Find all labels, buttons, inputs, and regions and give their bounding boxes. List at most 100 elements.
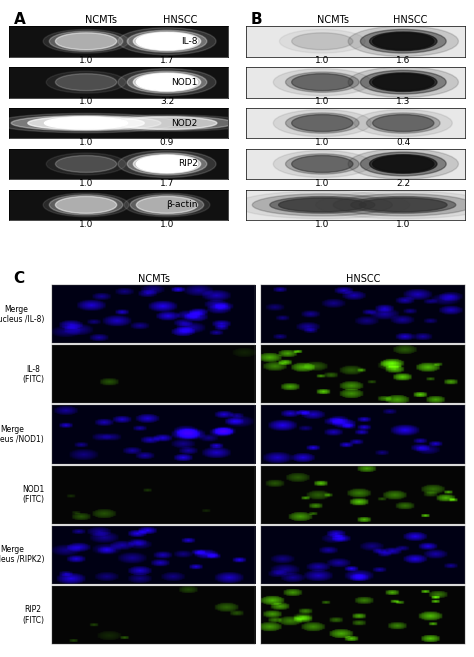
Text: RIP2
(FITC): RIP2 (FITC): [22, 605, 44, 625]
Text: 1.0: 1.0: [79, 97, 93, 106]
Ellipse shape: [252, 194, 392, 216]
Text: 1.0: 1.0: [79, 179, 93, 188]
Text: HNSCC: HNSCC: [163, 14, 197, 24]
Ellipse shape: [127, 153, 207, 175]
Ellipse shape: [49, 31, 123, 51]
Ellipse shape: [351, 196, 456, 213]
Ellipse shape: [55, 74, 117, 91]
Ellipse shape: [55, 156, 117, 172]
Ellipse shape: [55, 33, 117, 50]
Text: 2.2: 2.2: [396, 179, 410, 188]
Ellipse shape: [117, 117, 217, 129]
Text: 1.7: 1.7: [160, 57, 174, 65]
Text: NOD1: NOD1: [171, 78, 198, 87]
Text: 1.7: 1.7: [160, 179, 174, 188]
Text: IL-8
(FITC): IL-8 (FITC): [22, 365, 44, 384]
Ellipse shape: [49, 194, 123, 215]
Ellipse shape: [373, 156, 434, 172]
Ellipse shape: [285, 72, 359, 92]
Text: HNSCC: HNSCC: [346, 274, 380, 284]
Text: Merge
(Nucleus /IL-8): Merge (Nucleus /IL-8): [0, 305, 44, 324]
Text: RIP2: RIP2: [178, 160, 198, 168]
Ellipse shape: [11, 116, 161, 131]
Ellipse shape: [273, 150, 371, 177]
Ellipse shape: [273, 110, 371, 137]
Ellipse shape: [360, 70, 446, 94]
Text: NCMTs: NCMTs: [85, 14, 118, 24]
Ellipse shape: [127, 71, 207, 93]
Text: 1.6: 1.6: [396, 57, 410, 65]
Ellipse shape: [118, 69, 216, 96]
Ellipse shape: [133, 73, 201, 91]
Text: C: C: [13, 271, 24, 286]
Ellipse shape: [370, 73, 437, 91]
Ellipse shape: [118, 150, 216, 177]
Ellipse shape: [270, 196, 375, 213]
Ellipse shape: [279, 198, 366, 212]
Ellipse shape: [348, 26, 458, 57]
Text: B: B: [250, 12, 262, 27]
Ellipse shape: [137, 74, 198, 91]
Ellipse shape: [366, 113, 440, 133]
Ellipse shape: [45, 117, 128, 129]
Text: Merge
(Nucleus /NOD1): Merge (Nucleus /NOD1): [0, 425, 44, 444]
Text: 0.9: 0.9: [160, 138, 174, 147]
Ellipse shape: [124, 193, 210, 217]
Ellipse shape: [333, 194, 473, 216]
Ellipse shape: [360, 152, 446, 176]
Ellipse shape: [370, 154, 437, 173]
Ellipse shape: [285, 154, 359, 174]
Ellipse shape: [354, 110, 452, 137]
Ellipse shape: [235, 191, 410, 219]
Ellipse shape: [373, 114, 434, 131]
Ellipse shape: [137, 156, 198, 172]
Ellipse shape: [359, 198, 447, 212]
Text: IL-8: IL-8: [181, 37, 198, 46]
Ellipse shape: [130, 194, 204, 215]
Text: 1.0: 1.0: [315, 179, 329, 188]
Ellipse shape: [137, 33, 198, 50]
Ellipse shape: [273, 69, 371, 96]
Text: Merge
(Nucleus /RIPK2): Merge (Nucleus /RIPK2): [0, 545, 44, 564]
Text: 1.0: 1.0: [79, 220, 93, 229]
Ellipse shape: [55, 196, 117, 214]
Ellipse shape: [370, 32, 437, 51]
Ellipse shape: [292, 74, 353, 91]
Ellipse shape: [280, 30, 365, 53]
Ellipse shape: [46, 71, 126, 93]
Ellipse shape: [373, 74, 434, 91]
Text: β-actin: β-actin: [166, 200, 198, 210]
Text: A: A: [14, 12, 26, 27]
Text: NCMTs: NCMTs: [137, 274, 170, 284]
Ellipse shape: [84, 115, 250, 131]
Text: NOD2: NOD2: [172, 118, 198, 127]
Ellipse shape: [360, 30, 446, 53]
Ellipse shape: [133, 32, 201, 51]
Ellipse shape: [373, 33, 434, 50]
Text: 1.0: 1.0: [315, 220, 329, 229]
Text: 1.0: 1.0: [315, 138, 329, 147]
Text: 1.0: 1.0: [315, 57, 329, 65]
Text: 1.0: 1.0: [160, 220, 174, 229]
Ellipse shape: [292, 33, 353, 50]
Ellipse shape: [348, 148, 458, 179]
Ellipse shape: [137, 196, 198, 214]
Text: 1.0: 1.0: [79, 57, 93, 65]
Ellipse shape: [316, 191, 474, 219]
Ellipse shape: [285, 113, 359, 133]
Ellipse shape: [100, 116, 234, 130]
Ellipse shape: [292, 114, 353, 131]
Ellipse shape: [43, 30, 129, 53]
Text: NOD1
(FITC): NOD1 (FITC): [22, 485, 44, 505]
Ellipse shape: [46, 153, 126, 175]
Ellipse shape: [118, 28, 216, 55]
Ellipse shape: [133, 154, 201, 173]
Ellipse shape: [28, 116, 144, 129]
Ellipse shape: [348, 67, 458, 97]
Text: 0.4: 0.4: [396, 138, 410, 147]
Ellipse shape: [127, 30, 207, 52]
Text: 1.3: 1.3: [396, 97, 410, 106]
Text: 1.0: 1.0: [315, 97, 329, 106]
Ellipse shape: [0, 114, 177, 133]
Text: 3.2: 3.2: [160, 97, 174, 106]
